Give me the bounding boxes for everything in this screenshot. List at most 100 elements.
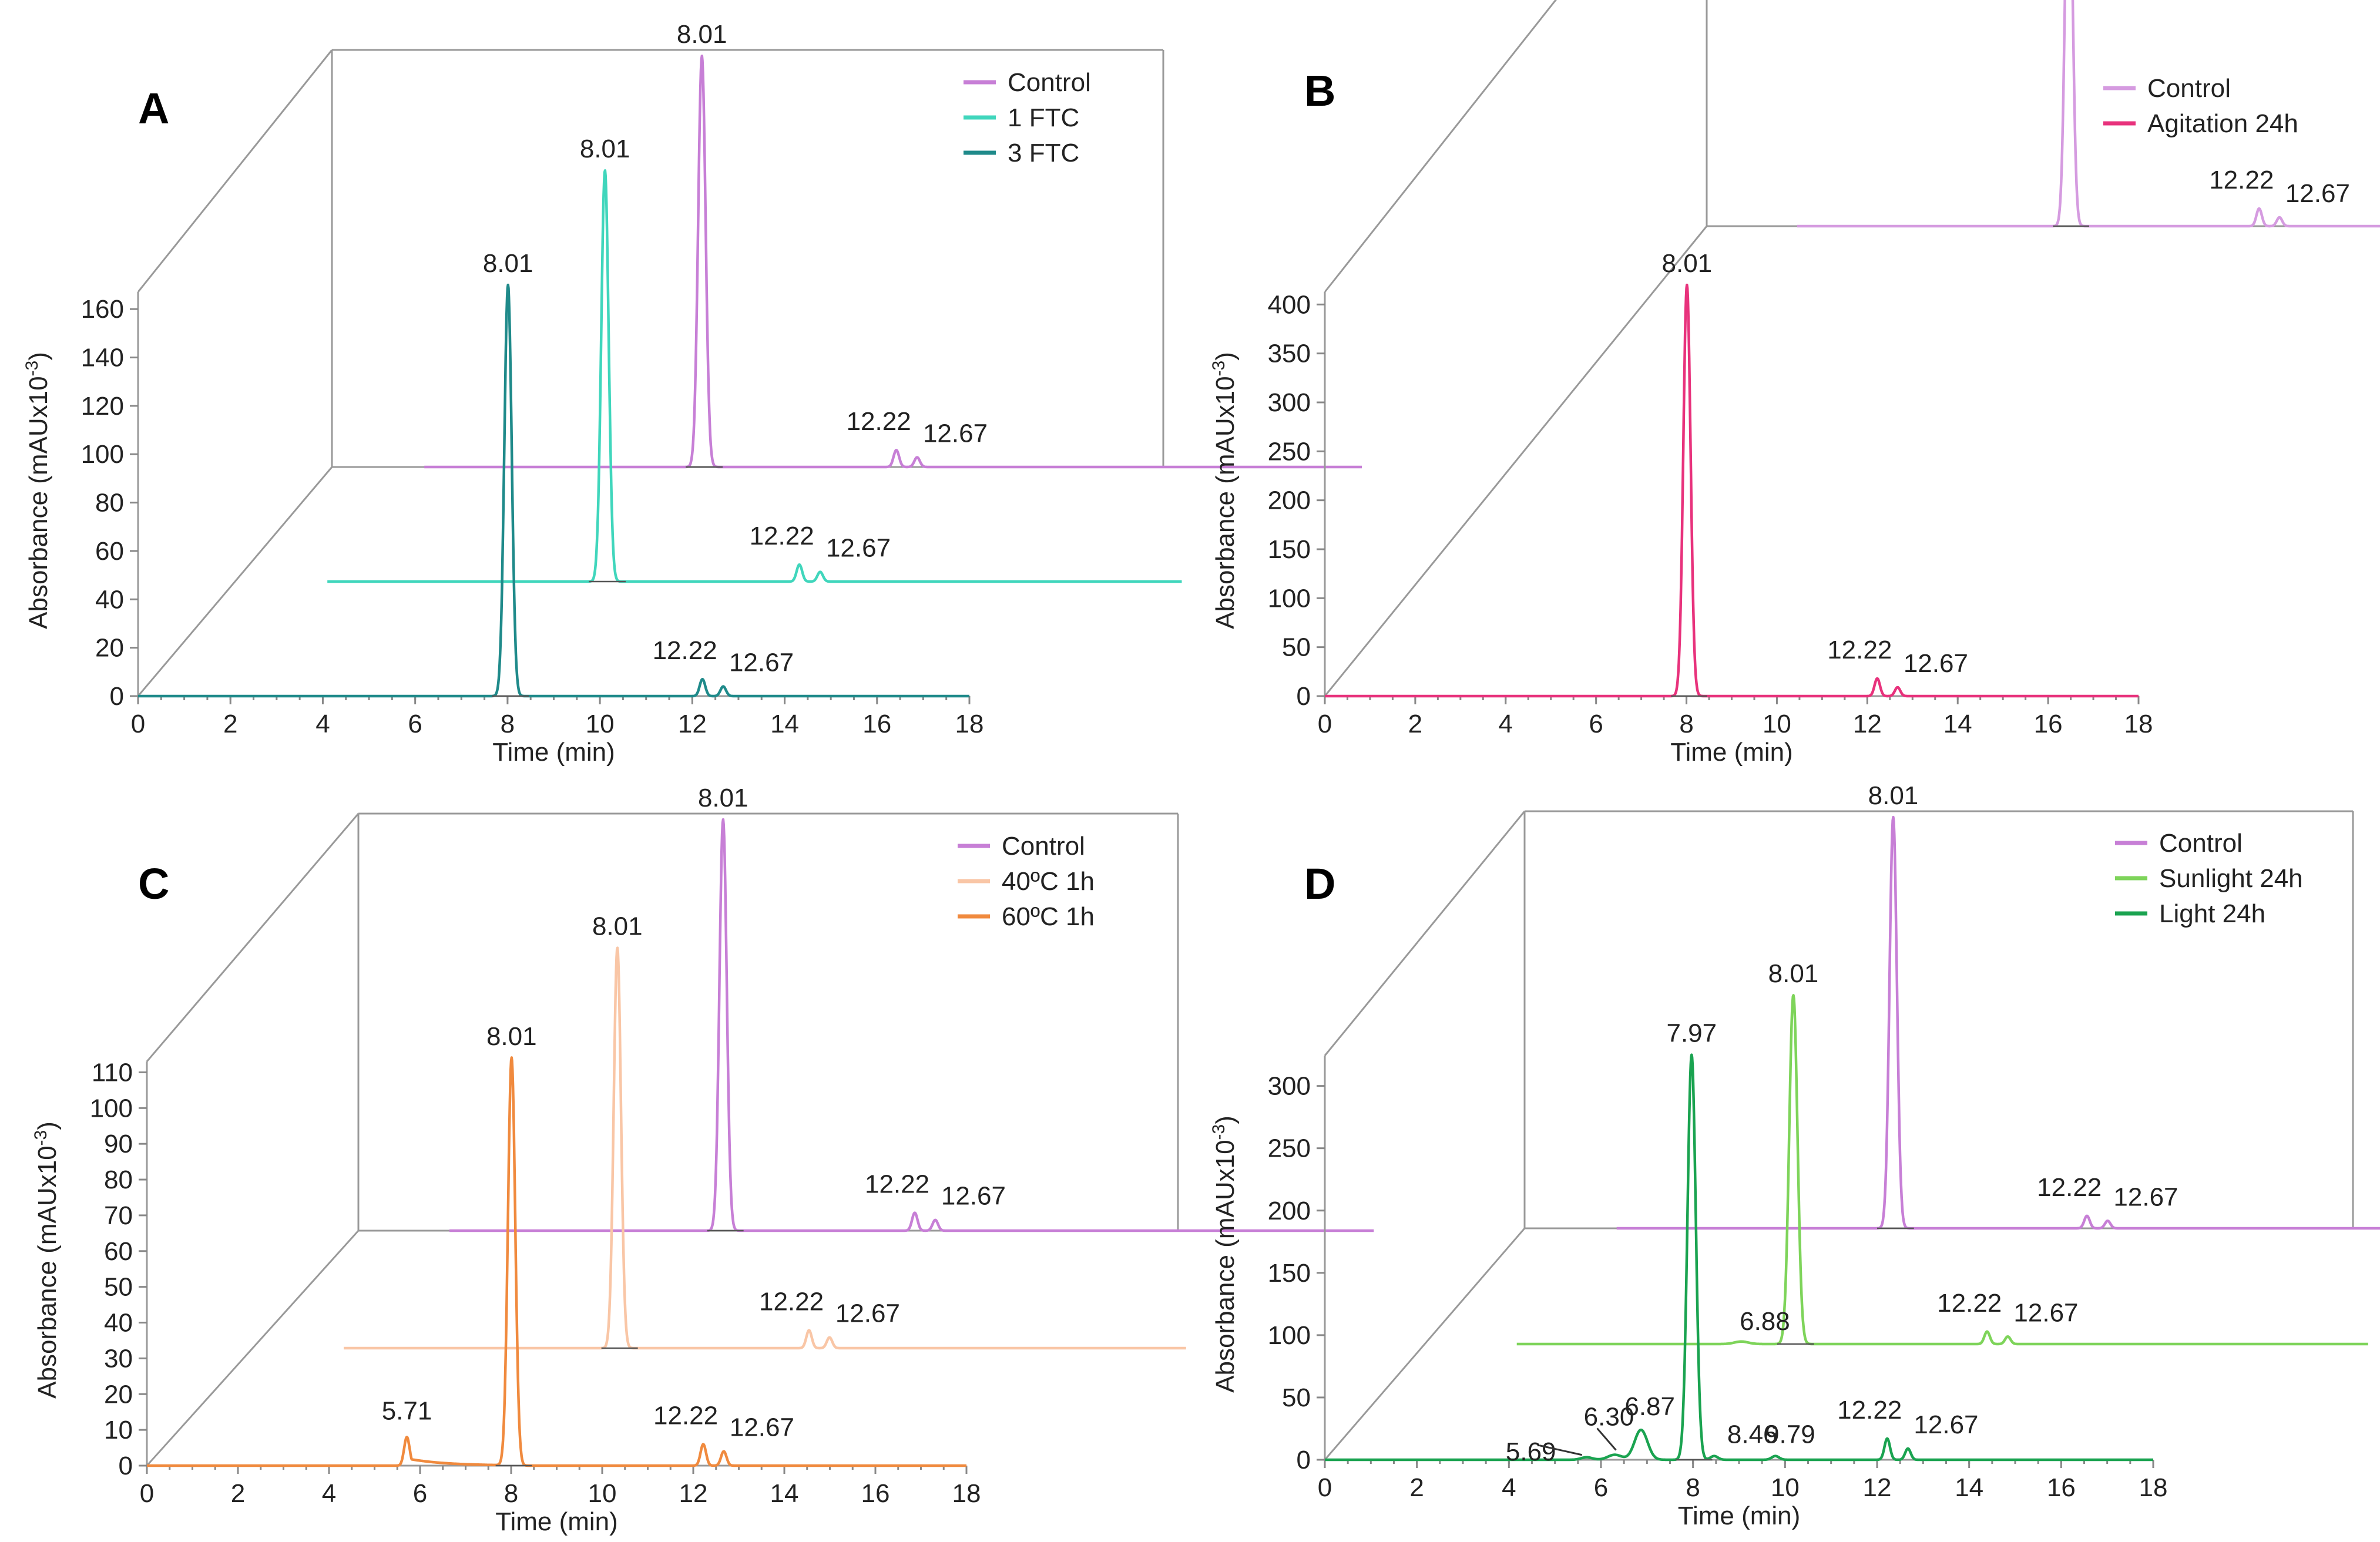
y-tick-label: 20: [104, 1380, 133, 1409]
legend-entry: Control: [2159, 829, 2243, 858]
panel-b: 0 2 4 6 8 10 12 14 16 18 0 50 100 150 200 250 300 350 400 T…: [1209, 0, 2380, 767]
y-tick-label: 150: [1268, 535, 1311, 564]
x-tick-label: 16: [861, 1479, 890, 1508]
peak-label: 12.67: [1904, 649, 1968, 678]
peak-label: 8.01: [592, 912, 643, 940]
series-sunlight-24h: 6.88 8.01 12.22 12.67: [1516, 959, 2369, 1346]
y-tick-label: 300: [1268, 1072, 1311, 1101]
panel-letter: A: [138, 84, 169, 133]
peak-label: 9.79: [1765, 1420, 1815, 1449]
x-tick-label: 0: [1318, 1473, 1332, 1502]
series-agitation-24h: 8.01 12.22 12.67: [1324, 249, 2140, 698]
x-tick-label: 6: [1594, 1473, 1608, 1502]
legend: Control 1 FTC 3 FTC: [964, 68, 1091, 167]
peak-label: 12.67: [826, 534, 891, 563]
peak-label: 12.67: [2285, 179, 2350, 208]
x-tick-label: 6: [413, 1479, 427, 1508]
y-tick-label: 0: [1297, 1446, 1311, 1474]
y-tick-label: 140: [81, 344, 124, 372]
peak-label: 8.46: [1727, 1420, 1778, 1449]
x-tick-label: 10: [586, 710, 615, 738]
y-tick-label: 0: [119, 1452, 133, 1480]
peak-label: 12.22: [865, 1170, 929, 1199]
perspective-line-bottom: [1324, 226, 1708, 697]
panel-d: 0 2 4 6 8 10 12 14 16 18 0 50 100 150 200 250 300 Time (m…: [1209, 781, 2380, 1530]
x-tick-label: 12: [1853, 710, 1882, 738]
x-tick-label: 4: [1499, 710, 1513, 738]
perspective-line-top: [137, 49, 333, 293]
y-axis-title: Absorbance (mAUx10-3): [31, 1121, 62, 1399]
y-tick-label: 100: [1268, 1321, 1311, 1350]
y-tick-label: 150: [1268, 1259, 1311, 1288]
y-tick-label: 40: [95, 585, 124, 614]
series-light-24h: 5.69 6.306.87 7.97 8.469.79 12.22 12.67: [1324, 1019, 2154, 1466]
y-tick-label: 50: [1282, 633, 1311, 662]
x-tick-label: 18: [2139, 1473, 2168, 1502]
peak-label: 12.67: [941, 1182, 1006, 1211]
legend: Control Sunlight 24h Light 24h: [2115, 829, 2303, 928]
y-axis-title: Absorbance (mAUx10-3): [1209, 1116, 1240, 1393]
trace-line: [1616, 815, 2380, 1230]
x-tick-label: 6: [408, 710, 422, 738]
peak-label: 12.22: [847, 407, 911, 436]
legend: Control 40ºC 1h 60ºC 1h: [958, 832, 1095, 931]
y-tick-label: 250: [1268, 1134, 1311, 1163]
trace-line: [1796, 0, 2380, 228]
peak-label: 6.88: [1740, 1307, 1790, 1336]
x-tick-label: 2: [223, 710, 237, 738]
x-axis-title: Time (min): [492, 738, 615, 767]
peak-label: 8.01: [698, 784, 748, 812]
legend-entry: Sunlight 24h: [2159, 864, 2303, 893]
panel-letter: B: [1304, 66, 1335, 115]
legend: Control Agitation 24h: [2103, 74, 2298, 138]
x-tick-label: 14: [770, 1479, 799, 1508]
x-tick-label: 8: [504, 1479, 518, 1508]
y-tick-label: 80: [104, 1165, 133, 1194]
x-tick-label: 10: [1771, 1473, 1800, 1502]
peak-label: 12.22: [1837, 1396, 1902, 1425]
y-tick-label: 350: [1268, 340, 1311, 368]
y-tick-label: 20: [95, 634, 124, 663]
peak-label: 12.22: [750, 522, 814, 550]
y-tick-label: 10: [104, 1416, 133, 1444]
y-tick-label: 400: [1268, 290, 1311, 319]
x-tick-label: 10: [588, 1479, 617, 1508]
panel-c: 0 2 4 6 8 10 12 14 16 18 0 10 20 30 40 50 60 70 80 90 100 110…: [31, 784, 1375, 1536]
y-tick-label: 300: [1268, 388, 1311, 417]
peak-label: 12.67: [835, 1299, 900, 1328]
x-tick-label: 4: [1502, 1473, 1516, 1502]
legend-entry: 40ºC 1h: [1002, 867, 1095, 896]
y-tick-label: 110: [92, 1058, 133, 1087]
x-tick-label: 0: [1318, 710, 1332, 738]
x-axis-title: Time (min): [1670, 738, 1793, 767]
peak-arrow: [1539, 1444, 1583, 1456]
peak-label: 6.30: [1584, 1403, 1634, 1432]
x-tick-label: 16: [2034, 710, 2063, 738]
y-tick-label: 40: [104, 1309, 133, 1338]
legend-entry: Control: [1002, 832, 1085, 861]
x-tick-label: 16: [2047, 1473, 2076, 1502]
x-tick-label: 16: [862, 710, 891, 738]
peak-label: 12.22: [1827, 636, 1892, 664]
legend-entry: Control: [1008, 68, 1091, 97]
y-axis-title: Absorbance (mAUx10-3): [1209, 352, 1240, 629]
x-tick-label: 14: [770, 710, 799, 738]
perspective-line-bottom: [146, 1229, 360, 1467]
peak-label: 7.97: [1666, 1019, 1717, 1048]
peak-label: 5.71: [382, 1396, 432, 1425]
peak-label: 8.01: [1662, 249, 1713, 278]
y-tick-label: 80: [95, 489, 124, 518]
x-tick-label: 14: [1943, 710, 1972, 738]
peak-label: 12.67: [923, 419, 988, 448]
series-control: 8.01 12.22 12.67: [448, 784, 1375, 1232]
y-tick-label: 50: [1282, 1383, 1311, 1412]
x-tick-label: 2: [231, 1479, 245, 1508]
peak-label: 12.67: [2113, 1182, 2178, 1211]
x-tick-label: 12: [678, 710, 707, 738]
y-tick-label: 120: [81, 392, 124, 421]
y-tick-label: 200: [1268, 1197, 1311, 1225]
x-axis-title: Time (min): [495, 1507, 618, 1536]
peak-label: 8.01: [1768, 959, 1819, 988]
x-tick-label: 0: [131, 710, 145, 738]
